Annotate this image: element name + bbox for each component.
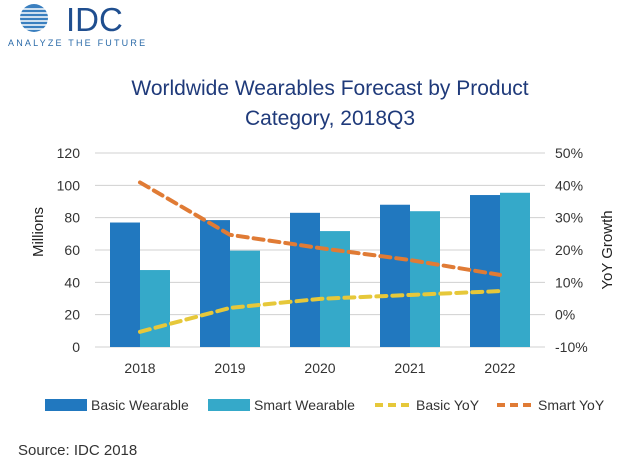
- basic-wearable-bar: [110, 222, 140, 347]
- y-axis-label: Millions: [30, 207, 47, 257]
- x-tick-label: 2020: [304, 360, 335, 376]
- y2-tick-label: 20%: [555, 242, 583, 258]
- y2-tick-label: 10%: [555, 274, 583, 290]
- x-tick-label: 2022: [484, 360, 515, 376]
- svg-text:ANALYZE THE FUTURE: ANALYZE THE FUTURE: [8, 38, 147, 48]
- y-tick-label: 40: [64, 274, 80, 290]
- y2-tick-label: 0%: [555, 307, 575, 323]
- y2-tick-label: -10%: [555, 339, 588, 355]
- x-tick-label: 2021: [394, 360, 425, 376]
- y2-tick-label: 50%: [555, 145, 583, 161]
- smart-wearable-bar: [500, 192, 530, 347]
- svg-text:IDC: IDC: [66, 1, 123, 38]
- chart-title-line1: Worldwide Wearables Forecast by Product: [131, 77, 528, 100]
- smart-wearable-bar: [140, 270, 170, 347]
- y-tick-label: 20: [64, 307, 80, 323]
- y-tick-label: 100: [57, 177, 81, 193]
- smart-yoy-line: [138, 180, 502, 277]
- source-note: Source: IDC 2018: [18, 442, 137, 459]
- legend-swatch: [208, 399, 250, 411]
- y2-tick-label: 40%: [555, 177, 583, 193]
- chart-title-line2: Category, 2018Q3: [245, 107, 415, 130]
- legend-label: Basic Wearable: [91, 397, 189, 413]
- x-tick-label: 2018: [124, 360, 155, 376]
- y-tick-label: 0: [72, 339, 80, 355]
- legend-label: Smart YoY: [538, 397, 605, 413]
- basic-wearable-bar: [290, 212, 320, 347]
- idc-logo: IDC ANALYZE THE FUTURE: [8, 1, 147, 48]
- y-tick-label: 120: [57, 145, 81, 161]
- y-tick-label: 80: [64, 210, 80, 226]
- legend-swatch: [45, 399, 87, 411]
- basic-wearable-bar: [200, 220, 230, 347]
- y2-axis-label: YoY Growth: [599, 210, 616, 289]
- basic-yoy-line: [138, 289, 502, 334]
- legend-label: Basic YoY: [416, 397, 480, 413]
- y-tick-label: 60: [64, 242, 80, 258]
- basic-wearable-bar: [380, 204, 410, 347]
- x-tick-label: 2019: [214, 360, 245, 376]
- smart-wearable-bar: [230, 250, 260, 347]
- legend-label: Smart Wearable: [254, 397, 355, 413]
- smart-wearable-bar: [410, 211, 440, 347]
- y2-tick-label: 30%: [555, 210, 583, 226]
